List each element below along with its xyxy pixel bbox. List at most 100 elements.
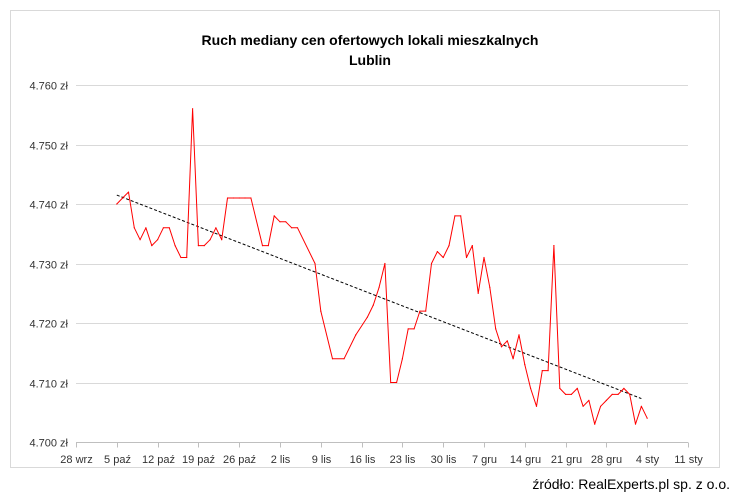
x-axis-tick-labels: 28 wrz 5 paź 12 paź 19 paź 26 paź 2 lis 9 lis 1… xyxy=(60,454,703,466)
y-tick-label: 4.730 zł xyxy=(29,260,68,272)
data-point xyxy=(291,227,293,229)
data-point xyxy=(396,381,398,384)
data-point xyxy=(238,197,240,199)
trendline-layer xyxy=(116,194,642,400)
data-point xyxy=(244,197,246,199)
x-tick-label: 7 gru xyxy=(472,454,497,466)
data-point xyxy=(430,262,433,265)
x-axis xyxy=(76,442,689,448)
data-point xyxy=(180,256,182,259)
data-point xyxy=(168,227,170,229)
data-point xyxy=(576,387,578,389)
data-point xyxy=(547,370,549,372)
x-tick-label: 9 lis xyxy=(312,454,332,466)
data-point xyxy=(425,310,427,312)
x-tick-label: 28 wrz xyxy=(60,454,92,466)
data-point xyxy=(565,393,567,395)
x-tick-label: 23 lis xyxy=(390,454,416,466)
data-point xyxy=(634,423,637,425)
data-point xyxy=(518,334,520,336)
data-point xyxy=(413,328,415,330)
data-point xyxy=(122,197,124,199)
data-point xyxy=(506,340,508,342)
data-point xyxy=(512,358,514,360)
data-point xyxy=(623,387,625,389)
data-point xyxy=(646,417,648,419)
y-axis-tick-labels: 4.700 zł 4.710 zł 4.720 zł 4.730 zł 4.740 zł… xyxy=(29,81,68,450)
data-point xyxy=(215,227,217,229)
data-point xyxy=(366,316,368,318)
data-point xyxy=(145,227,147,229)
data-point xyxy=(343,358,345,360)
x-tick-label: 12 paź xyxy=(142,454,175,466)
data-point xyxy=(384,262,386,265)
data-point xyxy=(436,251,438,253)
data-point xyxy=(221,239,223,241)
data-point xyxy=(559,387,561,389)
x-tick-label: 2 lis xyxy=(271,454,291,466)
x-tick-label: 14 gru xyxy=(510,454,541,466)
data-point xyxy=(127,191,130,193)
y-tick-label: 4.760 zł xyxy=(29,81,68,93)
data-point xyxy=(594,423,596,425)
data-point xyxy=(530,387,532,389)
data-point xyxy=(267,245,269,247)
data-point xyxy=(390,381,392,384)
data-point xyxy=(524,364,526,366)
x-tick-label: 5 paź xyxy=(104,454,131,466)
data-point xyxy=(355,334,357,336)
data-point xyxy=(273,215,275,217)
y-tick-label: 4.720 zł xyxy=(29,319,68,331)
data-point xyxy=(116,203,118,205)
data-point xyxy=(314,262,316,265)
data-point xyxy=(197,245,199,247)
x-tick-label: 4 sty xyxy=(636,454,660,466)
data-point xyxy=(553,245,555,247)
data-point xyxy=(279,221,281,223)
data-point xyxy=(535,405,538,407)
data-point xyxy=(296,227,299,229)
data-point xyxy=(465,256,468,259)
chart-subtitle: Lublin xyxy=(349,52,391,68)
x-tick-label: 19 paź xyxy=(182,454,215,466)
chart-title-block: Ruch mediany cen ofertowych lokali miesz… xyxy=(10,30,730,70)
data-point xyxy=(372,304,374,306)
data-point xyxy=(378,286,380,288)
data-point xyxy=(232,197,234,199)
data-point xyxy=(401,358,403,360)
data-point xyxy=(477,292,479,294)
data-point xyxy=(570,393,573,395)
y-tick-label: 4.740 zł xyxy=(29,200,68,212)
data-point xyxy=(285,221,287,223)
source-note: źródło: RealExperts.pl sp. z o.o. xyxy=(532,476,730,492)
data-point xyxy=(157,239,159,241)
data-point xyxy=(640,405,643,407)
data-point xyxy=(407,328,409,330)
data-point xyxy=(582,405,584,407)
data-point xyxy=(250,197,252,199)
x-tick-label: 28 gru xyxy=(591,454,622,466)
data-point xyxy=(605,399,608,401)
data-point xyxy=(203,245,205,247)
y-tick-label: 4.710 zł xyxy=(29,379,68,391)
series-layer xyxy=(116,108,648,425)
data-point xyxy=(331,358,334,360)
data-point xyxy=(133,227,135,229)
data-point xyxy=(588,399,590,401)
data-point xyxy=(192,108,194,110)
data-point xyxy=(174,245,176,247)
y-tick-label: 4.750 zł xyxy=(29,141,68,153)
data-point xyxy=(611,393,613,395)
data-point xyxy=(617,393,619,395)
data-point xyxy=(442,256,444,259)
data-point xyxy=(186,256,188,259)
data-point xyxy=(629,393,631,395)
data-point xyxy=(226,197,229,199)
data-point xyxy=(419,310,421,312)
data-point xyxy=(139,239,141,241)
data-point xyxy=(454,215,456,217)
x-tick-label: 26 paź xyxy=(223,454,256,466)
data-point xyxy=(448,245,450,247)
x-tick-label: 16 lis xyxy=(350,454,376,466)
data-point xyxy=(209,239,211,241)
